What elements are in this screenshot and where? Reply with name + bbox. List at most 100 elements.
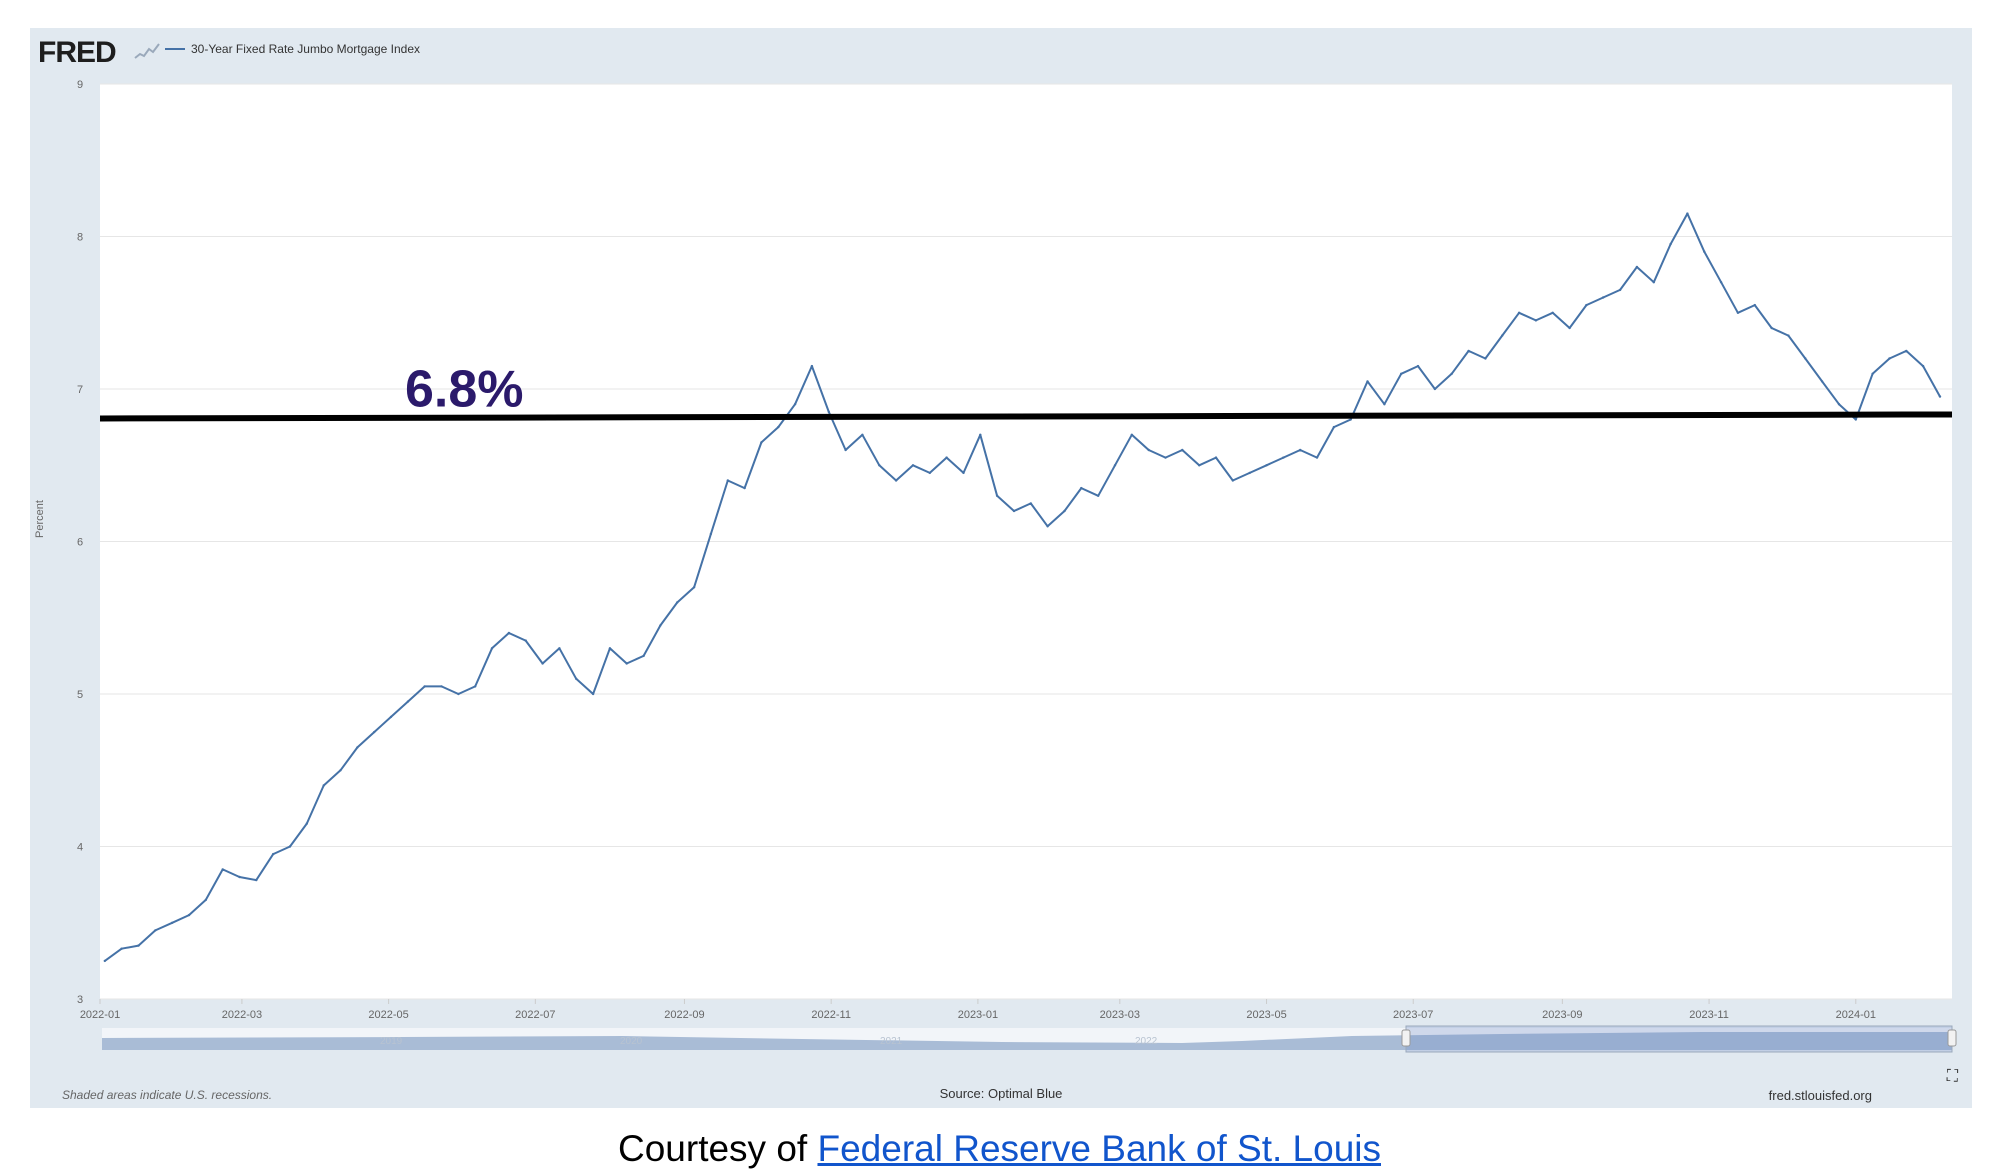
- data-point: [103, 959, 107, 963]
- fred-sparkline-icon: [134, 43, 160, 59]
- x-tick-label: 2022-01: [80, 1009, 120, 1021]
- data-point: [541, 662, 544, 665]
- data-point: [1164, 456, 1167, 459]
- data-point: [1921, 364, 1925, 368]
- data-point: [1248, 471, 1251, 475]
- data-point: [1080, 486, 1083, 490]
- y-tick-label: 3: [77, 994, 83, 1006]
- data-point: [406, 700, 410, 703]
- data-point: [1753, 303, 1757, 307]
- data-point: [1686, 212, 1689, 215]
- data-point: [474, 685, 477, 688]
- data-point: [288, 845, 292, 848]
- data-point: [305, 822, 308, 825]
- x-tick-label: 2022-09: [664, 1009, 704, 1021]
- data-point: [878, 464, 881, 467]
- data-point: [1029, 502, 1032, 505]
- data-point: [760, 441, 763, 444]
- data-point: [1063, 509, 1066, 513]
- data-point: [1282, 456, 1285, 459]
- gridlines: [100, 83, 1952, 1000]
- x-tick-label: 2024-01: [1836, 1009, 1876, 1021]
- data-point: [1299, 448, 1302, 452]
- data-point: [1905, 349, 1908, 353]
- data-point: [1551, 311, 1554, 314]
- data-point: [1147, 448, 1150, 452]
- y-tick-label: 9: [77, 79, 83, 91]
- data-point: [1517, 311, 1521, 314]
- data-point: [979, 433, 982, 436]
- data-point: [1450, 372, 1453, 375]
- data-point: [692, 586, 696, 589]
- x-tick-label: 2023-05: [1246, 1009, 1286, 1021]
- data-point: [423, 685, 426, 688]
- data-point: [1400, 372, 1403, 375]
- navigator-handle-right[interactable]: [1947, 1029, 1957, 1047]
- navigator-selection[interactable]: [1405, 1025, 1953, 1053]
- data-point: [743, 486, 746, 490]
- data-point: [827, 410, 830, 414]
- navigator-handle-left[interactable]: [1401, 1029, 1411, 1047]
- data-point: [1534, 319, 1538, 322]
- data-point: [255, 878, 258, 882]
- data-point: [1820, 380, 1824, 383]
- y-tick-label: 5: [77, 689, 83, 701]
- data-point: [1231, 479, 1235, 482]
- caption-link[interactable]: Federal Reserve Bank of St. Louis: [817, 1128, 1381, 1169]
- data-point: [440, 685, 443, 688]
- reference-line: [99, 411, 1953, 422]
- x-tick-label: 2023-07: [1393, 1009, 1433, 1021]
- data-point: [1703, 250, 1706, 253]
- y-axis-label: Percent: [34, 500, 46, 538]
- data-point: [373, 730, 376, 734]
- x-tick-label: 2022-07: [515, 1009, 555, 1021]
- data-point: [659, 624, 662, 627]
- data-point: [1787, 334, 1790, 337]
- fred-logo: FRED: [38, 36, 117, 69]
- x-tick-labels: 2022-01 2022-03 2022-05 2022-07 2022-09 2022-…: [80, 999, 1876, 1021]
- data-point: [1265, 464, 1268, 467]
- data-point: [1467, 349, 1470, 353]
- data-point: [1602, 296, 1605, 299]
- caption-prefix: Courtesy of: [618, 1128, 818, 1169]
- data-point: [793, 403, 797, 406]
- recession-note: Shaded areas indicate U.S. recessions.: [62, 1088, 273, 1102]
- data-point: [507, 631, 511, 635]
- data-point: [861, 433, 864, 436]
- site-url[interactable]: fred.stlouisfed.org: [1768, 1088, 1872, 1103]
- data-point: [154, 929, 157, 932]
- data-point: [1585, 303, 1588, 307]
- legend-series-label: 30-Year Fixed Rate Jumbo Mortgage Index: [191, 42, 421, 56]
- data-point: [457, 692, 460, 696]
- fullscreen-icon[interactable]: ⛶: [1946, 1068, 1958, 1085]
- data-point: [1433, 387, 1437, 391]
- data-point: [1635, 265, 1639, 269]
- data-point: [642, 654, 645, 658]
- data-point: [1888, 357, 1891, 360]
- x-tick-label: 2022-05: [368, 1009, 408, 1021]
- y-tick-label: 6: [77, 537, 83, 549]
- data-point: [1484, 357, 1487, 360]
- data-point: [171, 921, 174, 924]
- legend: 30-Year Fixed Rate Jumbo Mortgage Index: [165, 42, 420, 56]
- data-point: [575, 677, 578, 680]
- navigator-area: [102, 1032, 1952, 1050]
- y-tick-label: 7: [77, 384, 83, 396]
- data-point: [120, 947, 123, 950]
- y-tick-labels: 3 4 5 6 7 8 9: [77, 79, 83, 1006]
- data-point: [1198, 464, 1201, 467]
- navigator[interactable]: 2019 2020 2021 2022: [102, 1025, 1957, 1053]
- data-point: [1214, 456, 1218, 459]
- data-point: [389, 715, 393, 719]
- annotation-group: 6.8%: [99, 360, 1953, 422]
- data-point: [1618, 288, 1622, 292]
- data-point: [1012, 509, 1016, 513]
- reference-line-label: 6.8%: [405, 360, 524, 418]
- data-point: [1854, 418, 1858, 421]
- data-point: [608, 647, 612, 650]
- data-point: [1568, 326, 1571, 330]
- data-point: [1804, 357, 1807, 360]
- data-point: [1113, 464, 1117, 467]
- data-point: [1366, 380, 1369, 383]
